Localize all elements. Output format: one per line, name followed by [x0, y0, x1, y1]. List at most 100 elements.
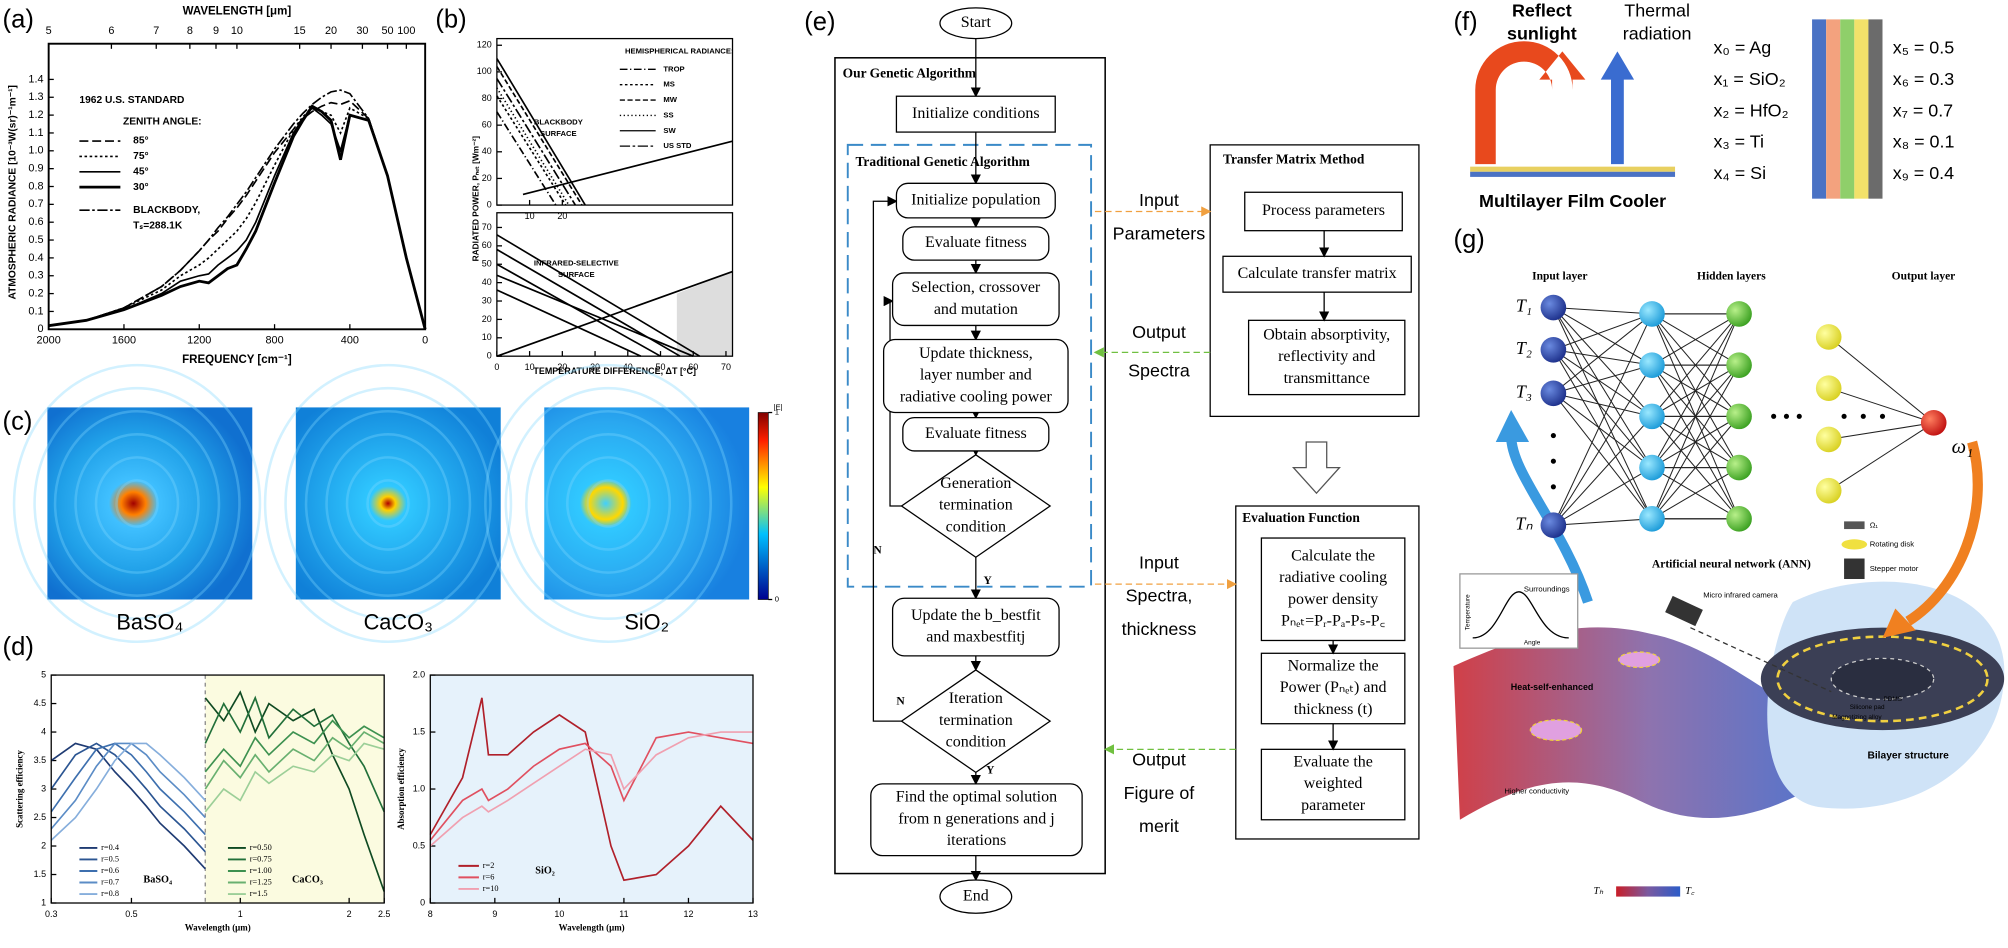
label: Hidden layers: [1697, 270, 1766, 282]
y-tick-label: 1.0: [28, 145, 43, 157]
connection: [1553, 364, 1653, 394]
neuron: [1540, 294, 1567, 321]
legend-label: MW: [663, 95, 677, 104]
label: Evaluate the: [1293, 753, 1373, 770]
label: T₁: [1516, 296, 1532, 316]
wave-ring: [284, 386, 492, 620]
flow-box: [1260, 537, 1406, 642]
y-tick-label: 0.7: [28, 198, 43, 210]
y-tick-label: 80: [482, 93, 492, 103]
y-tick-label: 50: [482, 259, 492, 269]
ellipsis-dot: [1841, 413, 1847, 419]
y-tick-label: 10: [482, 332, 492, 342]
camera: [1665, 595, 1703, 627]
panel-label: (a): [3, 5, 34, 33]
label: Bilayer structure: [1867, 750, 1949, 761]
hotspot: [1529, 719, 1583, 742]
flow-arrowhead: [1495, 409, 1530, 442]
data-line: [429, 731, 754, 841]
y-tick-label: 1: [41, 897, 46, 907]
ellipsis-dot: [1879, 413, 1886, 419]
legend-label: r=0.5: [101, 854, 119, 863]
x-tick-label: 400: [341, 335, 359, 347]
x-tick-label: 10: [554, 909, 564, 919]
top-tick-label: 5: [46, 25, 52, 37]
legend-label: r=0.8: [101, 889, 119, 898]
hotspot: [1618, 651, 1661, 669]
label: radiation: [1623, 23, 1692, 43]
y-tick-label: 0.2: [28, 287, 43, 299]
x-tick-label: 40: [623, 362, 633, 372]
flow-box: [870, 783, 1083, 857]
y-tick-label: 2.0: [413, 669, 425, 679]
flow-arrow: [872, 196, 902, 722]
colorbar-tick-label: 0: [775, 595, 779, 604]
legend-label: 85°: [133, 136, 148, 147]
wave-ring: [12, 363, 262, 644]
param-label: x₆ = 0.3: [1893, 69, 1955, 89]
data-line: [204, 690, 385, 892]
label: transmittance: [1284, 370, 1370, 387]
flow-terminal: [939, 879, 1013, 914]
plot-frame: [496, 37, 734, 206]
data-line: [204, 719, 385, 773]
label: Multilayer Film Cooler: [1479, 191, 1666, 211]
label: Higher conductivity: [1504, 787, 1569, 796]
y-tick-label: 2: [41, 840, 46, 850]
panel-label: (d): [3, 633, 34, 661]
y-tick-label: 70: [482, 222, 492, 232]
wave-ring: [545, 433, 672, 574]
camera-beam: [1690, 627, 1832, 693]
legend-label: r=1.25: [250, 877, 272, 886]
link-label: merit: [1139, 816, 1179, 836]
hollow-arrow: [1291, 441, 1341, 495]
label: T₃: [1516, 381, 1532, 401]
label: Reflect: [1512, 0, 1572, 20]
legend-label: r=1.5: [250, 889, 268, 898]
label: power density: [1288, 591, 1378, 608]
label: Evaluate fitness: [925, 425, 1027, 442]
ellipsis-dot: [1860, 413, 1866, 419]
panel-label: (b): [435, 5, 466, 33]
colorscale: [1616, 886, 1681, 897]
data-line: [496, 270, 733, 357]
x-tick-label: 20: [557, 211, 567, 221]
neuron: [1815, 375, 1842, 402]
legend-label: 30°: [133, 182, 148, 193]
wave-ring: [504, 386, 713, 620]
connection: [1552, 307, 1653, 468]
reflect-arrow: [1475, 41, 1586, 165]
connection: [1651, 467, 1740, 520]
label: PDMS: [1884, 696, 1902, 703]
top-tick-label: 7: [153, 25, 159, 37]
neuron: [1726, 403, 1752, 430]
y-tick-label: 0: [37, 323, 43, 335]
x-tick-label: 1: [238, 909, 243, 919]
x-tick-label: 0.5: [125, 909, 137, 919]
wave-ring: [366, 479, 410, 528]
ellipsis-dot: [1550, 433, 1556, 439]
connection: [1552, 349, 1653, 520]
wave-ring: [566, 456, 651, 551]
disk-center: [1830, 657, 1935, 701]
label: Thermal: [1624, 0, 1690, 20]
top-tick-label: 50: [381, 25, 393, 37]
link-label: Spectra: [1128, 360, 1190, 380]
label: Input layer: [1532, 270, 1587, 282]
label: Calculate the: [1291, 547, 1375, 564]
y-tick-label: 40: [482, 277, 492, 287]
wave-ring: [345, 456, 431, 551]
data-line: [429, 731, 753, 847]
label: Update the b_bestfit: [911, 607, 1041, 624]
data-line: [496, 274, 694, 357]
y-tick-label: 0.1: [28, 305, 43, 317]
label: Y: [984, 575, 993, 587]
data-line: [50, 742, 206, 841]
label: Traditional Genetic Algorithm: [855, 154, 1029, 169]
flow-box: [1222, 255, 1412, 293]
label: N: [896, 696, 905, 708]
label: RADIATED POWER, Pₙₑₜ [Wm⁻²]: [471, 136, 481, 262]
x-tick-label: 800: [265, 335, 283, 347]
label: Absorption efficiency: [396, 748, 406, 830]
